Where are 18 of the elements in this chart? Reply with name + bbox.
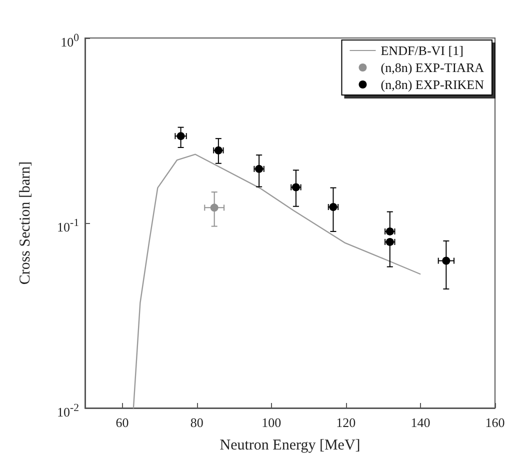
x-tick-label: 60 xyxy=(116,415,129,430)
legend-label: ENDF/B-VI [1] xyxy=(380,43,464,58)
x-tick-label: 160 xyxy=(485,415,505,430)
x-axis-title: Neutron Energy [MeV] xyxy=(220,438,360,454)
point xyxy=(210,204,218,212)
legend-label: (n,8n) EXP-TIARA xyxy=(380,60,485,75)
y-tick-label: 10$^{-1}$ xyxy=(56,216,79,236)
x-tick-label: 140 xyxy=(410,415,430,430)
point xyxy=(176,132,185,140)
line-series xyxy=(132,154,421,409)
x-tick-label: 80 xyxy=(190,415,204,430)
x-tick-label: 120 xyxy=(336,415,356,430)
point xyxy=(442,256,450,265)
y-tick-label: 10$^{0}$ xyxy=(60,31,79,52)
y-axis-title: Cross Section [barn] xyxy=(18,161,34,285)
legend-label: (n,8n) EXP-RIKEN xyxy=(380,77,485,92)
y-tick-label: 10$^{-2}$ xyxy=(56,401,79,422)
x-tick-label: 100 xyxy=(262,415,282,430)
